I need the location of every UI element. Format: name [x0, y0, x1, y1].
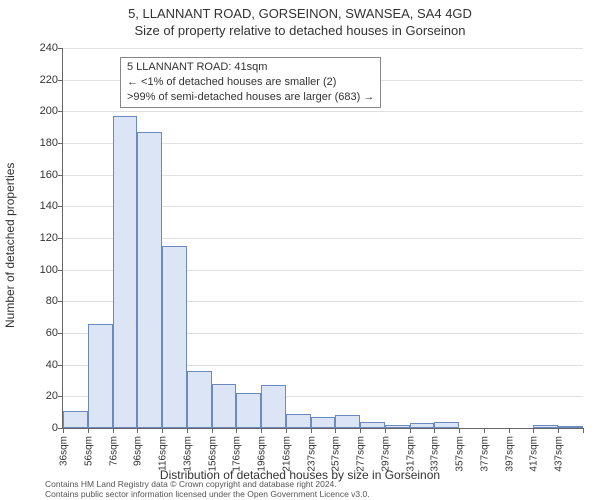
xtick-mark [311, 428, 312, 433]
xtick-label: 277sqm [356, 436, 367, 472]
xtick-mark [459, 428, 460, 433]
footer-attribution: Contains HM Land Registry data © Crown c… [45, 480, 370, 500]
xtick-label: 237sqm [306, 436, 317, 472]
xtick-mark [162, 428, 163, 433]
ytick-label: 100 [24, 264, 58, 276]
xtick-mark [385, 428, 386, 433]
histogram-bar [410, 423, 435, 428]
ytick-mark [58, 365, 63, 366]
xtick-mark [63, 428, 64, 433]
chart-title-sub: Size of property relative to detached ho… [0, 21, 600, 38]
xtick-mark [360, 428, 361, 433]
xtick-label: 257sqm [331, 436, 342, 472]
histogram-bar [286, 414, 311, 428]
ytick-label: 80 [24, 295, 58, 307]
histogram-bar [533, 425, 558, 428]
ytick-label: 220 [24, 74, 58, 86]
ytick-mark [58, 270, 63, 271]
xtick-label: 397sqm [504, 436, 515, 472]
ytick-mark [58, 396, 63, 397]
annotation-line-2: ← <1% of detached houses are smaller (2) [127, 75, 374, 90]
histogram-bar [236, 393, 261, 428]
xtick-label: 96sqm [133, 436, 144, 466]
ytick-mark [58, 48, 63, 49]
xtick-label: 297sqm [380, 436, 391, 472]
ytick-label: 160 [24, 169, 58, 181]
chart-title-main: 5, LLANNANT ROAD, GORSEINON, SWANSEA, SA… [0, 0, 600, 21]
xtick-label: 36sqm [59, 436, 70, 466]
gridline [63, 111, 583, 112]
xtick-label: 317sqm [405, 436, 416, 472]
xtick-mark [236, 428, 237, 433]
xtick-mark [558, 428, 559, 433]
histogram-bar [261, 385, 286, 428]
ytick-label: 60 [24, 327, 58, 339]
ytick-mark [58, 238, 63, 239]
ytick-mark [58, 111, 63, 112]
xtick-mark [410, 428, 411, 433]
histogram-bar [88, 324, 113, 429]
xtick-label: 56sqm [83, 436, 94, 466]
ytick-label: 200 [24, 105, 58, 117]
histogram-bar [137, 132, 162, 428]
ytick-mark [58, 301, 63, 302]
xtick-mark [286, 428, 287, 433]
annotation-box: 5 LLANNANT ROAD: 41sqm ← <1% of detached… [120, 57, 381, 108]
xtick-mark [212, 428, 213, 433]
xtick-label: 196sqm [257, 436, 268, 472]
histogram-bar [187, 371, 212, 428]
ytick-label: 240 [24, 42, 58, 54]
ytick-label: 140 [24, 200, 58, 212]
histogram-bar [434, 422, 459, 428]
ytick-label: 120 [24, 232, 58, 244]
xtick-mark [533, 428, 534, 433]
ytick-mark [58, 206, 63, 207]
annotation-line-3: >99% of semi-detached houses are larger … [127, 90, 374, 105]
xtick-label: 216sqm [281, 436, 292, 472]
histogram-bar [335, 415, 360, 428]
xtick-mark [484, 428, 485, 433]
ytick-label: 0 [24, 422, 58, 434]
xtick-label: 377sqm [479, 436, 490, 472]
xtick-mark [509, 428, 510, 433]
xtick-label: 156sqm [207, 436, 218, 472]
y-axis-label: Number of detached properties [3, 163, 17, 328]
xtick-mark [88, 428, 89, 433]
ytick-label: 180 [24, 137, 58, 149]
xtick-label: 176sqm [232, 436, 243, 472]
histogram-bar [63, 411, 88, 428]
histogram-bar [113, 116, 138, 428]
xtick-label: 136sqm [182, 436, 193, 472]
xtick-mark [434, 428, 435, 433]
histogram-bar [162, 246, 187, 428]
ytick-label: 20 [24, 390, 58, 402]
histogram-bar [558, 426, 583, 428]
xtick-mark [187, 428, 188, 433]
xtick-label: 437sqm [554, 436, 565, 472]
xtick-mark [335, 428, 336, 433]
ytick-mark [58, 80, 63, 81]
xtick-mark [261, 428, 262, 433]
histogram-bar [360, 422, 385, 428]
xtick-label: 76sqm [108, 436, 119, 466]
gridline [63, 48, 583, 49]
histogram-bar [311, 417, 336, 428]
xtick-label: 357sqm [455, 436, 466, 472]
ytick-mark [58, 333, 63, 334]
xtick-label: 116sqm [158, 436, 169, 471]
annotation-line-1: 5 LLANNANT ROAD: 41sqm [127, 60, 374, 75]
ytick-mark [58, 143, 63, 144]
xtick-mark [137, 428, 138, 433]
xtick-mark [113, 428, 114, 433]
xtick-mark [583, 428, 584, 433]
histogram-bar [385, 425, 410, 428]
ytick-mark [58, 175, 63, 176]
ytick-label: 40 [24, 359, 58, 371]
histogram-bar [212, 384, 237, 428]
xtick-label: 337sqm [430, 436, 441, 472]
footer-line-2: Contains public sector information licen… [45, 490, 370, 500]
xtick-label: 417sqm [529, 436, 540, 472]
